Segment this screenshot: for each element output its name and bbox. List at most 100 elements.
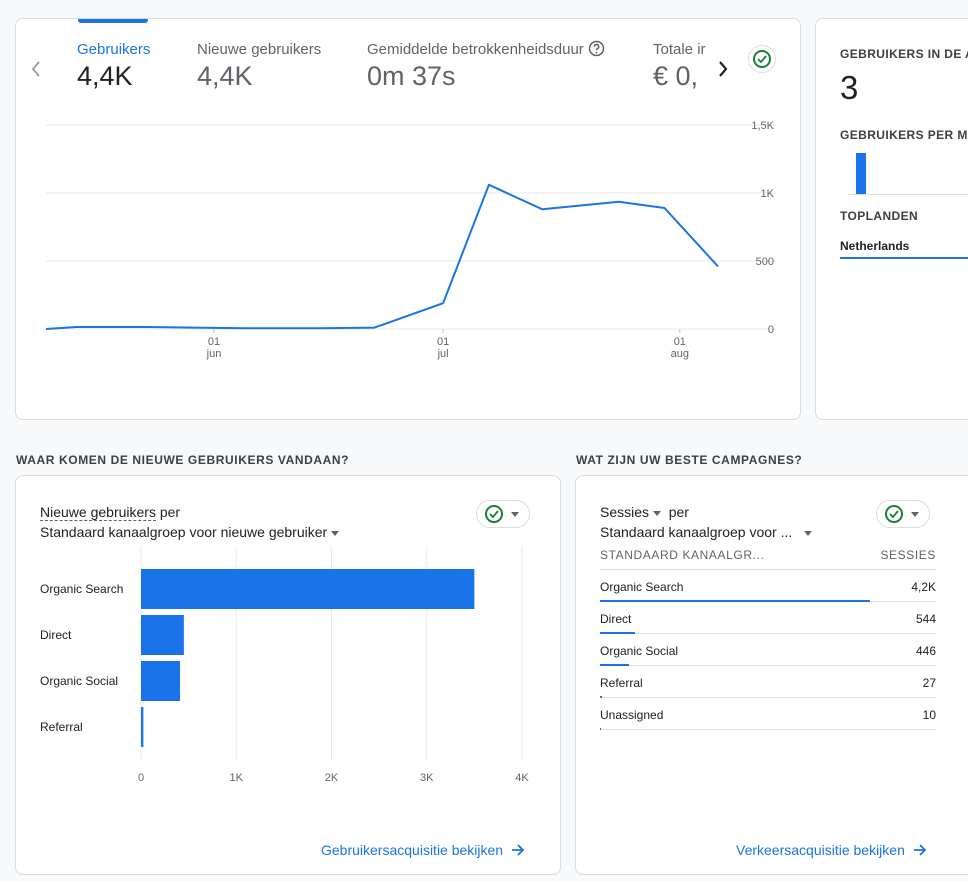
metric-selector[interactable]: Nieuwe gebruikers <box>40 504 156 521</box>
y-tick-label: 1,5K <box>751 120 774 132</box>
row-channel-name: Organic Search <box>600 580 684 594</box>
row-channel-name: Unassigned <box>600 708 664 722</box>
row-proportion-bar <box>600 696 602 698</box>
per-minute-baseline <box>848 194 968 195</box>
title-per: per <box>668 504 689 520</box>
x-tick-label: 0 <box>138 772 144 784</box>
metric-selector[interactable]: Sessies <box>600 504 661 520</box>
user-acquisition-link-label: Gebruikersacquisitie bekijken <box>321 842 504 858</box>
dimension-selector-label: Standaard kanaalgroep voor nieuwe gebrui… <box>40 524 328 540</box>
top-country-name: Netherlands <box>840 239 910 253</box>
chevron-right-icon <box>719 61 728 77</box>
card-title: Nieuwe gebruikers per Standaard kanaalgr… <box>40 502 340 542</box>
title-per: per <box>155 504 181 520</box>
card-title: Sessies per Standaard kanaalgroep voor .… <box>600 502 812 542</box>
metric-label: Gemiddelde betrokkenheidsduur <box>367 41 584 58</box>
row-channel-name: Organic Social <box>600 644 679 658</box>
overview-card: Gebruikers 4,4K Nieuwe gebruikers 4,4K G… <box>15 18 801 420</box>
caret-down-icon <box>911 511 919 517</box>
y-tick-label: 0 <box>768 324 774 336</box>
data-quality-dropdown[interactable] <box>876 500 930 528</box>
x-tick-month: aug <box>671 348 689 360</box>
y-tick-label: 1K <box>761 188 775 200</box>
metric-selector-label: Sessies <box>600 504 650 520</box>
metric-tab-totale-inkomsten[interactable]: Totale ir € 0, <box>653 19 709 109</box>
arrow-right-icon <box>512 844 525 856</box>
top-country-row[interactable]: Netherlands <box>840 231 968 259</box>
chevron-left-icon <box>31 61 40 77</box>
table-row[interactable]: Organic Search 4,2K <box>600 570 936 602</box>
table-row[interactable]: Unassigned 10 <box>600 698 936 730</box>
caret-down-icon <box>331 530 340 536</box>
arrow-right-icon <box>913 844 927 856</box>
bar-category-label: Organic Search <box>40 582 123 596</box>
row-proportion-bar <box>600 664 629 666</box>
table-row[interactable]: Organic Social 446 <box>600 634 936 666</box>
x-tick-day: 01 <box>208 336 220 348</box>
caret-down-icon <box>511 511 519 517</box>
metric-value: € 0, <box>653 61 699 91</box>
x-tick-label: 3K <box>420 772 434 784</box>
metric-label: Nieuwe gebruikers <box>197 41 322 58</box>
x-tick-label: 2K <box>325 772 339 784</box>
data-quality-check-button[interactable] <box>748 45 776 73</box>
bar[interactable] <box>141 569 475 609</box>
new-users-bar-chart: 0 1K 2K 3K 4K Organic Search Direct Organic Soc… <box>40 546 529 784</box>
metric-value: 0m 37s <box>367 61 456 91</box>
row-channel-name: Direct <box>600 612 632 626</box>
next-metrics-button[interactable] <box>711 57 735 81</box>
per-minute-bar <box>856 153 866 194</box>
x-tick-month: jun <box>206 348 222 360</box>
campaigns-card: Sessies per Standaard kanaalgroep voor .… <box>575 475 968 875</box>
bar[interactable] <box>141 615 184 655</box>
top-countries-label: TOPLANDEN <box>840 209 919 223</box>
table-header: STANDAARD KANAALGR... SESSIES <box>600 546 936 570</box>
row-channel-name: Referral <box>600 676 643 690</box>
realtime-card: GEBRUIKERS IN DE AF 3 GEBRUIKERS PER MIN… <box>815 18 968 420</box>
x-tick-day: 01 <box>674 336 686 348</box>
check-circle-icon <box>885 505 903 523</box>
bar[interactable] <box>141 707 144 747</box>
dimension-selector[interactable]: Standaard kanaalgroep voor ... <box>600 522 812 542</box>
y-tick-label: 500 <box>756 256 774 268</box>
check-circle-icon <box>753 50 771 68</box>
data-quality-dropdown[interactable] <box>476 500 530 528</box>
new-users-section-title: WAAR KOMEN DE NIEUWE GEBRUIKERS VANDAAN? <box>16 453 350 467</box>
user-acquisition-link[interactable]: Gebruikersacquisitie bekijken <box>321 842 525 858</box>
bar-category-label: Referral <box>40 720 83 734</box>
row-proportion-bar <box>600 600 870 602</box>
x-tick-day: 01 <box>437 336 449 348</box>
traffic-acquisition-link-label: Verkeersacquisitie bekijken <box>736 842 905 858</box>
check-circle-icon <box>485 505 503 523</box>
row-sessions-value: 27 <box>922 676 936 690</box>
bar[interactable] <box>141 661 181 701</box>
campaigns-section-title: WAT ZIJN UW BESTE CAMPAGNES? <box>576 453 803 467</box>
new-users-card: Nieuwe gebruikers per Standaard kanaalgr… <box>15 475 561 875</box>
row-sessions-value: 10 <box>922 708 936 722</box>
row-sessions-value: 446 <box>915 644 936 658</box>
realtime-per-minute-label: GEBRUIKERS PER MIN <box>840 128 968 142</box>
column-header-sessions[interactable]: SESSIES <box>880 548 936 562</box>
column-header-channel[interactable]: STANDAARD KANAALGR... <box>600 548 765 562</box>
metric-label: Totale ir <box>653 41 706 58</box>
prev-metrics-button[interactable] <box>24 57 48 81</box>
caret-down-icon <box>652 510 661 516</box>
help-icon[interactable] <box>588 40 605 62</box>
dimension-selector[interactable]: Standaard kanaalgroep voor nieuwe gebrui… <box>40 522 340 542</box>
traffic-acquisition-link[interactable]: Verkeersacquisitie bekijken <box>736 842 927 858</box>
metric-value: 4,4K <box>197 61 253 91</box>
row-proportion-bar <box>600 632 636 634</box>
table-row[interactable]: Direct 544 <box>600 602 936 634</box>
active-tab-indicator <box>78 19 148 23</box>
realtime-users-label: GEBRUIKERS IN DE AF <box>840 47 968 61</box>
table-row[interactable]: Referral 27 <box>600 666 936 698</box>
dimension-selector-label: Standaard kanaalgroep voor ... <box>600 524 793 540</box>
caret-down-icon <box>803 530 812 536</box>
bar-category-label: Organic Social <box>40 674 118 688</box>
users-series-line <box>45 183 719 330</box>
row-sessions-value: 544 <box>915 612 936 626</box>
x-tick-label: 4K <box>515 772 529 784</box>
